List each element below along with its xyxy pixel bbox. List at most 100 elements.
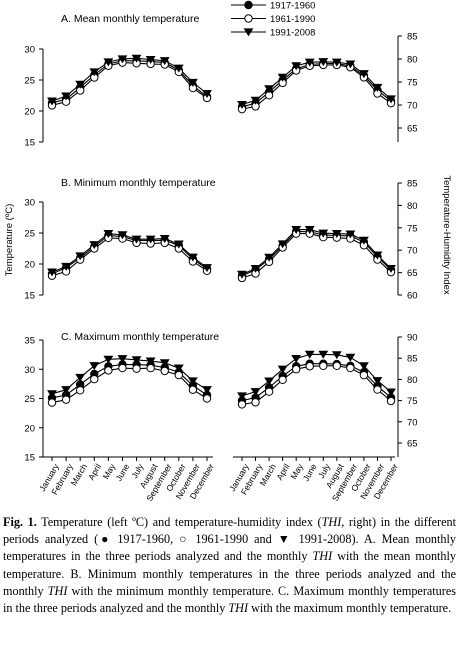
x-tick-label: June bbox=[301, 462, 319, 483]
caption-thi-3: THI bbox=[47, 583, 68, 598]
y-tick-label: 30 bbox=[24, 365, 35, 376]
legend-marker-filled-triangle-down bbox=[243, 28, 254, 37]
data-point-1991-2008 bbox=[117, 231, 128, 240]
data-point-1961-1990 bbox=[160, 366, 169, 376]
panel-C-temp: 1520253035JanuaryFebruaryMarchAprilMayJu… bbox=[24, 331, 219, 503]
data-point-1991-2008 bbox=[75, 373, 86, 382]
data-point-1961-1990 bbox=[291, 365, 301, 374]
data-point-1961-1990 bbox=[90, 374, 99, 384]
data-point-1961-1990 bbox=[61, 395, 71, 404]
data-point-1991-2008 bbox=[291, 355, 302, 363]
data-point-1961-1990 bbox=[319, 361, 328, 371]
data-point-1991-2008 bbox=[131, 356, 142, 365]
data-point-1991-2008 bbox=[358, 362, 369, 371]
series-line-1917-1960 bbox=[241, 230, 392, 277]
y-tick-label: 15 bbox=[24, 453, 35, 464]
y-tick-label: 65 bbox=[407, 124, 418, 135]
data-point-1961-1990 bbox=[359, 370, 369, 380]
data-point-1991-2008 bbox=[250, 96, 261, 105]
panel-B-thi: 60 65 70 75 80 85 bbox=[237, 179, 418, 302]
data-point-1991-2008 bbox=[345, 353, 356, 362]
data-point-1961-1990 bbox=[118, 363, 127, 373]
data-point-1991-2008 bbox=[61, 262, 72, 271]
data-point-1991-2008 bbox=[202, 386, 212, 395]
data-point-1991-2008 bbox=[372, 83, 383, 92]
data-point-1991-2008 bbox=[237, 270, 247, 279]
figure-chart: 15 20 25 30 A. Mean monthly temperature 65 70 7… bbox=[4, 1, 452, 503]
data-point-1991-2008 bbox=[89, 68, 100, 77]
caption-text-4: with the minimum monthly temperature. C.… bbox=[3, 583, 456, 616]
y-tick-label: 25 bbox=[24, 76, 35, 87]
data-point-1991-2008 bbox=[318, 350, 329, 359]
series-line-1961-1990 bbox=[241, 233, 392, 279]
y-axis-title-left: Temperature (ºC) bbox=[4, 204, 15, 277]
data-point-1991-2008 bbox=[145, 235, 156, 244]
caption-text-2: , right) in the different periods analyz… bbox=[3, 515, 456, 564]
data-point-1991-2008 bbox=[372, 251, 383, 260]
data-point-1991-2008 bbox=[47, 390, 57, 399]
data-point-1991-2008 bbox=[331, 351, 342, 360]
y-tick-label: 85 bbox=[407, 32, 418, 43]
y-tick-label: 35 bbox=[24, 336, 35, 347]
data-point-1961-1990 bbox=[237, 400, 247, 409]
series-line-1961-1990 bbox=[51, 237, 208, 277]
y-tick-label: 80 bbox=[407, 201, 418, 212]
y-tick-label: 70 bbox=[407, 101, 418, 112]
data-point-1961-1990 bbox=[132, 364, 141, 373]
y-tick-label: 30 bbox=[24, 198, 35, 209]
data-point-1991-2008 bbox=[291, 62, 302, 71]
data-point-1991-2008 bbox=[358, 70, 369, 79]
y-tick-label: 70 bbox=[407, 246, 418, 257]
legend-label: 1991-2008 bbox=[270, 28, 315, 39]
data-point-1991-2008 bbox=[264, 377, 275, 386]
data-point-1961-1990 bbox=[251, 398, 260, 407]
data-point-1961-1990 bbox=[202, 394, 212, 403]
data-point-1991-2008 bbox=[145, 55, 156, 64]
data-point-1991-2008 bbox=[291, 225, 302, 234]
data-point-1991-2008 bbox=[103, 58, 114, 67]
data-point-1991-2008 bbox=[318, 58, 329, 67]
data-point-1991-2008 bbox=[103, 355, 114, 364]
data-point-1991-2008 bbox=[159, 359, 170, 368]
panel-C-thi: 657075808590JanuaryFebruaryMarchAprilMay… bbox=[227, 333, 417, 503]
data-point-1991-2008 bbox=[304, 58, 315, 67]
data-point-1961-1990 bbox=[174, 370, 184, 380]
legend-marker-open-circle bbox=[244, 14, 253, 23]
data-point-1991-2008 bbox=[173, 364, 184, 373]
data-point-1991-2008 bbox=[75, 252, 86, 261]
panel-title: A. Mean monthly temperature bbox=[61, 13, 199, 25]
data-point-1961-1990 bbox=[146, 363, 155, 373]
data-point-1991-2008 bbox=[250, 388, 261, 397]
data-point-1961-1990 bbox=[75, 386, 85, 395]
data-point-1991-2008 bbox=[61, 92, 72, 101]
data-point-1991-2008 bbox=[103, 230, 114, 238]
data-point-1991-2008 bbox=[173, 64, 184, 73]
y-tick-label: 65 bbox=[407, 439, 418, 450]
data-point-1991-2008 bbox=[75, 80, 86, 89]
series-line-1961-1990 bbox=[241, 64, 392, 110]
data-point-1991-2008 bbox=[304, 350, 315, 359]
caption-thi-2: THI bbox=[312, 549, 333, 564]
panel-title: C. Maximum monthly temperature bbox=[61, 331, 219, 343]
data-point-1991-2008 bbox=[131, 235, 142, 244]
y-axis-title-right: Temperature-Humidity Index bbox=[441, 175, 452, 295]
x-tick-label: April bbox=[274, 462, 291, 482]
data-point-1961-1990 bbox=[278, 375, 287, 385]
caption-fig-label: Fig. 1. bbox=[3, 515, 37, 529]
data-point-1991-2008 bbox=[277, 240, 288, 249]
data-point-1961-1990 bbox=[332, 361, 342, 371]
data-point-1991-2008 bbox=[345, 60, 356, 69]
data-point-1961-1990 bbox=[264, 387, 274, 396]
data-point-1991-2008 bbox=[131, 54, 142, 63]
y-tick-label: 65 bbox=[407, 268, 418, 279]
data-point-1991-2008 bbox=[386, 388, 396, 397]
y-tick-label: 70 bbox=[407, 417, 418, 428]
y-tick-label: 30 bbox=[24, 45, 35, 56]
data-point-1991-2008 bbox=[250, 264, 261, 273]
figure-caption: Fig. 1. Temperature (left ºC) and temper… bbox=[3, 514, 456, 617]
y-tick-label: 80 bbox=[407, 375, 418, 386]
data-point-1991-2008 bbox=[304, 225, 315, 234]
y-tick-label: 85 bbox=[407, 179, 418, 190]
data-point-1991-2008 bbox=[202, 264, 212, 273]
caption-text-1: Temperature (left ºC) and temperature-hu… bbox=[36, 515, 322, 529]
